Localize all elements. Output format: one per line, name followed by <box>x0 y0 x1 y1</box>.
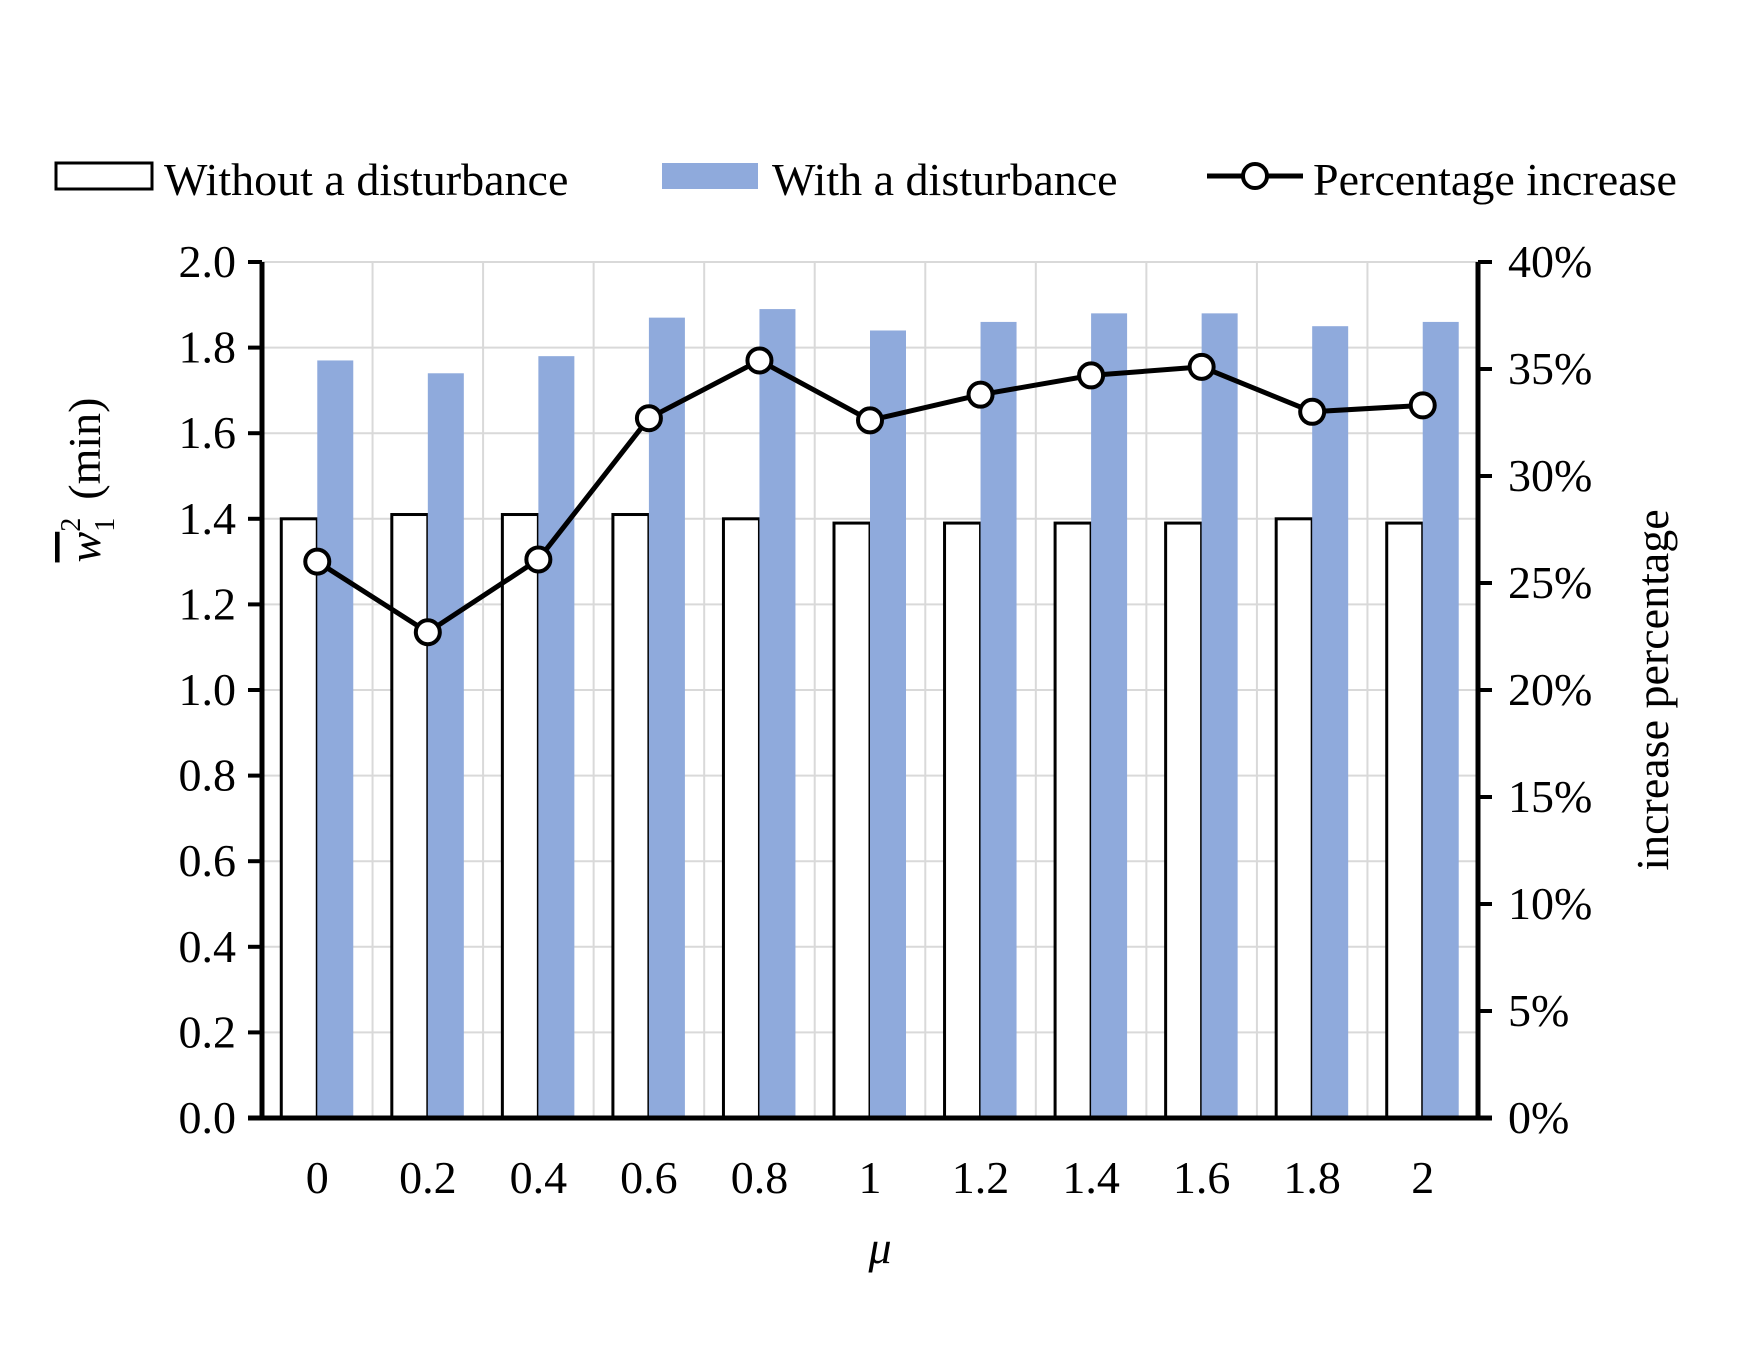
svg-text:w12(min): w12 (min) <box>56 398 121 563</box>
x-tick-label: 0 <box>306 1152 329 1203</box>
bar-with-disturbance <box>1312 326 1349 1118</box>
percentage-marker <box>1298 397 1327 426</box>
percentage-marker <box>524 545 553 574</box>
bar-with-disturbance <box>538 356 575 1118</box>
left-axis-title: w12 (min) <box>56 398 121 563</box>
right-tick-label: 0% <box>1508 1092 1569 1143</box>
left-tick-label: 1.2 <box>179 578 237 629</box>
percentage-marker <box>413 618 442 647</box>
percentage-marker <box>1077 361 1106 390</box>
percentage-marker <box>1408 391 1437 420</box>
left-tick-label: 0.8 <box>179 750 237 801</box>
right-tick-label: 15% <box>1508 771 1592 822</box>
x-tick-label: 1.8 <box>1283 1152 1341 1203</box>
bar-with-disturbance <box>648 317 685 1118</box>
x-tick-label: 1.4 <box>1062 1152 1120 1203</box>
bar-with-disturbance <box>427 373 464 1118</box>
legend: Without a disturbance With a disturbance… <box>54 154 1677 205</box>
x-tick-label: 0.6 <box>620 1152 678 1203</box>
bar-without-disturbance <box>611 513 651 1120</box>
legend-swatch-with-disturbance <box>662 163 758 189</box>
bar-without-disturbance <box>1385 521 1425 1120</box>
percentage-marker <box>1187 352 1216 381</box>
left-tick-label: 0.6 <box>179 835 237 886</box>
bar-without-disturbance <box>500 513 540 1120</box>
left-tick-label: 1.4 <box>179 493 237 544</box>
legend-label-percentage-increase: Percentage increase <box>1313 154 1677 205</box>
bar-without-disturbance <box>279 517 319 1120</box>
bar-without-disturbance <box>943 521 983 1120</box>
percentage-marker <box>856 406 884 435</box>
percentage-marker <box>634 404 663 433</box>
x-tick-label: 1 <box>859 1152 882 1203</box>
x-tick-label: 0.8 <box>731 1152 789 1203</box>
bar-with-disturbance <box>1422 321 1459 1118</box>
bar-without-disturbance <box>390 513 430 1120</box>
bar-without-disturbance <box>1053 521 1093 1120</box>
legend-label-with-disturbance: With a disturbance <box>772 154 1118 205</box>
bar-without-disturbance <box>721 517 761 1120</box>
percentage-marker <box>745 346 774 375</box>
bar-with-disturbance <box>317 360 354 1118</box>
x-tick-label: 0.2 <box>399 1152 457 1203</box>
right-tick-label: 35% <box>1508 343 1592 394</box>
x-tick-label: 1.6 <box>1173 1152 1231 1203</box>
left-tick-label: 1.0 <box>179 664 237 715</box>
left-axis-title-superscript: 2 <box>56 518 87 532</box>
bars <box>279 309 1459 1120</box>
right-tick-label: 10% <box>1508 878 1592 929</box>
x-axis-title: μ <box>867 1222 891 1273</box>
bar-with-disturbance <box>870 330 906 1119</box>
bar-with-disturbance <box>980 321 1017 1118</box>
right-tick-label: 30% <box>1508 450 1592 501</box>
bar-with-disturbance <box>1201 313 1238 1118</box>
x-tick-label: 2 <box>1411 1152 1434 1203</box>
left-axis-title-unit: (min) <box>59 398 110 500</box>
right-tick-label: 5% <box>1508 985 1569 1036</box>
left-tick-label: 0.2 <box>179 1006 237 1057</box>
right-tick-label: 40% <box>1508 236 1592 287</box>
bar-without-disturbance <box>1164 521 1204 1120</box>
left-axis-title-symbol: w <box>59 531 110 562</box>
right-tick-label: 20% <box>1508 664 1592 715</box>
legend-swatch-percentage-marker <box>1241 162 1269 190</box>
x-tick-label: 0.4 <box>510 1152 568 1203</box>
left-axis-title-subscript: 1 <box>90 518 121 532</box>
right-axis-title: increase percentage <box>1627 509 1678 870</box>
left-tick-label: 1.6 <box>179 407 237 458</box>
percentage-marker <box>303 547 332 576</box>
legend-swatch-without-disturbance <box>54 161 154 191</box>
bar-with-disturbance <box>1091 313 1128 1118</box>
left-tick-label: 2.0 <box>179 236 237 287</box>
legend-label-without-disturbance: Without a disturbance <box>164 154 568 205</box>
bar-without-disturbance <box>1274 517 1314 1120</box>
bar-with-disturbance <box>759 309 796 1119</box>
percentage-marker <box>966 380 995 409</box>
bar-without-disturbance <box>832 521 872 1120</box>
tick-labels: 0.0 0.2 0.4 0.6 0.8 1.0 1.2 1.4 1.6 1.8 2.0 0% 5% 10%… <box>179 236 1593 1203</box>
left-tick-label: 0.4 <box>179 921 237 972</box>
axes <box>248 260 1492 1121</box>
x-tick-label: 1.2 <box>952 1152 1010 1203</box>
right-tick-label: 25% <box>1508 557 1592 608</box>
percentage-line <box>303 346 1437 647</box>
left-tick-label: 1.8 <box>179 322 237 373</box>
left-tick-label: 0.0 <box>179 1092 237 1143</box>
